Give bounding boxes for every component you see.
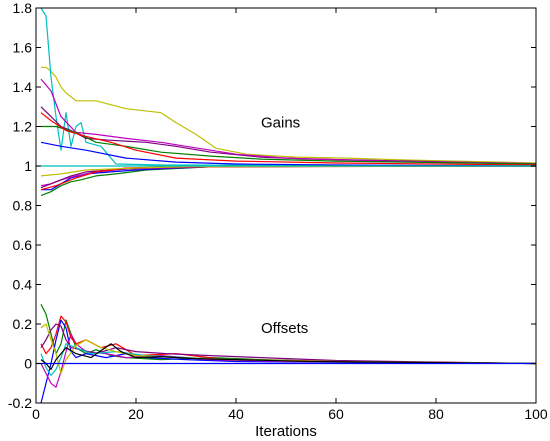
y-tick-label: 0.8 (13, 198, 33, 214)
y-tick-label: 0.2 (13, 316, 33, 332)
series-line-7 (40, 141, 537, 167)
x-tick-label: 20 (128, 406, 144, 422)
x-tick-label: 60 (328, 406, 344, 422)
annotation-gains: Gains (261, 115, 300, 132)
plot-area (36, 8, 536, 403)
series-line-5 (41, 125, 537, 165)
y-tick-label: 0.6 (13, 237, 33, 253)
x-tick-label: 100 (524, 406, 548, 422)
series-line-17 (40, 315, 537, 365)
x-tick-label: 0 (32, 406, 40, 422)
y-tick-label: 1.4 (13, 79, 33, 95)
y-tick-label: 1 (24, 158, 32, 174)
series-line-21 (40, 343, 537, 370)
y-tick-label: 1.2 (13, 119, 33, 135)
y-tick-label: -0.2 (8, 395, 32, 411)
series-line-4 (40, 78, 537, 165)
series-line-2 (40, 7, 537, 167)
y-tick-label: 1.6 (13, 40, 33, 56)
reference-lines (36, 165, 536, 365)
series-line-1 (41, 66, 537, 164)
series-line-18 (40, 323, 537, 365)
series-line-15 (40, 319, 537, 404)
annotation-offsets: Offsets (261, 320, 308, 337)
series-layer (40, 7, 537, 404)
axis-ticks: 0 20 40 60 80 100-0.200.20.40.60.811.21.41.61… (8, 0, 548, 422)
x-tick-label: 40 (228, 406, 244, 422)
y-tick-label: 0 (24, 356, 32, 372)
series-line-6 (40, 112, 537, 166)
x-axis-title: Iterations (255, 423, 317, 440)
annotations: Gains Offsets (261, 115, 308, 337)
x-tick-label: 80 (428, 406, 444, 422)
y-tick-label: 0.4 (13, 277, 33, 293)
y-tick-label: 1.8 (13, 0, 33, 16)
